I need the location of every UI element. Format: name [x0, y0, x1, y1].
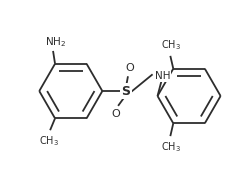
Text: CH$_3$: CH$_3$	[39, 134, 59, 148]
Text: O: O	[126, 63, 134, 73]
Text: CH$_3$: CH$_3$	[161, 38, 181, 52]
Text: S: S	[122, 85, 130, 98]
Text: NH$_2$: NH$_2$	[46, 35, 66, 49]
Text: CH$_3$: CH$_3$	[161, 140, 181, 154]
Text: O: O	[112, 109, 120, 119]
Text: NH: NH	[154, 71, 170, 81]
